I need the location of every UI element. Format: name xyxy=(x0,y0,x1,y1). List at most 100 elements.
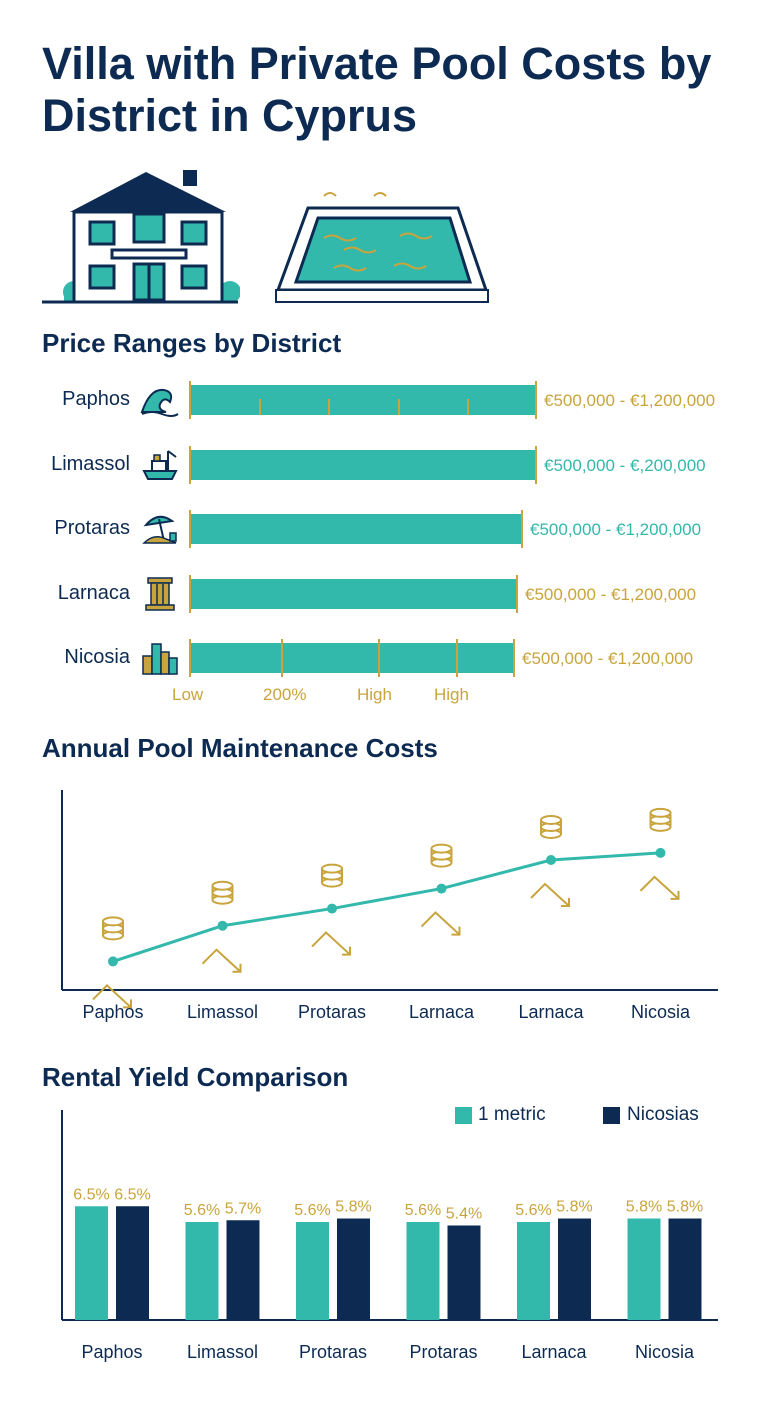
district-label: Larnaca xyxy=(57,581,130,604)
x-tick-label: Nicosia xyxy=(631,1002,691,1022)
yield-data-label: 5.8% xyxy=(667,1199,703,1216)
maintenance-line-chart: Paphos Limassol Protaras Larnaca Larnaca Nico… xyxy=(61,790,718,1022)
price-range-value: €500,000 - €1,200,000 xyxy=(544,391,716,410)
range-start-marker xyxy=(189,510,191,548)
scale-label: 200% xyxy=(263,685,307,704)
x-tick-label: Protaras xyxy=(299,1342,367,1362)
price-ranges-title: Price Ranges by District xyxy=(42,328,342,358)
range-tick-mark xyxy=(259,399,261,415)
yield-data-label: 5.8% xyxy=(335,1199,371,1216)
trend-arrow-icon xyxy=(92,984,132,1009)
maintenance-series-line xyxy=(112,851,661,963)
price-range-value: €500,000 - €1,200,000 xyxy=(522,649,694,668)
range-end-marker xyxy=(521,510,523,548)
yield-bar-series-1 xyxy=(185,1222,219,1320)
yield-data-label: 5.4% xyxy=(446,1206,482,1223)
coin-stack-icon xyxy=(430,843,453,868)
price-range-value: €500,000 - €1,200,000 xyxy=(530,520,702,539)
x-tick-label: Protaras xyxy=(298,1002,366,1022)
yield-bar-series-2 xyxy=(116,1206,149,1320)
ancient-column-icon xyxy=(145,576,175,611)
yield-bar-series-2 xyxy=(337,1218,370,1320)
range-end-marker xyxy=(535,381,537,419)
coin-stack-icon xyxy=(102,916,124,941)
maintenance-point xyxy=(327,903,337,914)
coin-stack-icon xyxy=(540,815,562,839)
range-start-marker xyxy=(189,574,191,613)
maintenance-point xyxy=(108,956,118,967)
yield-data-label: 5.8% xyxy=(626,1199,662,1216)
range-end-marker xyxy=(513,639,515,677)
yield-bar-series-2 xyxy=(558,1218,591,1320)
range-end-marker xyxy=(516,574,518,613)
yield-bar-series-2 xyxy=(668,1218,702,1320)
beach-umbrella-icon xyxy=(142,515,177,544)
scale-label: High xyxy=(434,685,469,704)
maintenance-point xyxy=(436,883,447,894)
scale-label: Low xyxy=(172,685,204,704)
yield-data-label: 5.6% xyxy=(405,1202,441,1219)
x-tick-label: Larnaca xyxy=(409,1002,475,1022)
trend-arrow-icon xyxy=(311,931,351,956)
legend-label-series-1: 1 metric xyxy=(478,1104,546,1125)
legend-swatch-series-2 xyxy=(603,1107,620,1124)
yield-data-label: 5.6% xyxy=(515,1202,551,1219)
x-tick-label: Limassol xyxy=(187,1342,258,1362)
yield-bar-series-1 xyxy=(296,1222,329,1320)
range-tick-mark xyxy=(467,399,469,415)
range-tick-mark xyxy=(456,639,458,677)
wave-icon xyxy=(140,388,179,417)
maintenance-point xyxy=(546,855,556,865)
scale-label: High xyxy=(357,685,392,704)
yield-bar-series-1 xyxy=(517,1222,550,1320)
x-tick-label: Nicosia xyxy=(635,1342,695,1362)
page-title: Villa with Private Pool Costs by Distric… xyxy=(42,38,712,141)
price-range-value: €500,000 - €1,200,000 xyxy=(525,584,697,604)
legend-swatch-series-1 xyxy=(455,1107,472,1124)
price-range-bar xyxy=(190,578,517,609)
x-tick-label: Paphos xyxy=(82,1002,143,1022)
port-ship-icon xyxy=(142,449,178,480)
range-start-marker xyxy=(189,381,191,419)
x-tick-label: Protaras xyxy=(409,1342,477,1362)
coin-stack-icon xyxy=(211,880,234,905)
rental-yield-title: Rental Yield Comparison xyxy=(42,1062,349,1092)
yield-bar-series-1 xyxy=(75,1206,108,1320)
yield-bar-series-2 xyxy=(226,1220,260,1320)
range-tick-mark xyxy=(398,399,400,415)
yield-bar-series-1 xyxy=(406,1222,440,1320)
yield-bar-series-2 xyxy=(447,1225,481,1320)
trend-arrow-icon xyxy=(530,882,570,907)
coin-stack-icon xyxy=(649,807,672,832)
price-range-bar xyxy=(190,643,514,673)
range-tick-mark xyxy=(378,639,380,677)
range-start-marker xyxy=(189,639,191,677)
range-start-marker xyxy=(189,445,191,484)
yield-data-label: 6.5% xyxy=(73,1186,109,1203)
district-label: Nicosia xyxy=(64,646,130,668)
yield-bar-series-1 xyxy=(627,1218,661,1320)
district-label: Protaras xyxy=(54,517,130,539)
yield-data-label: 5.6% xyxy=(184,1202,220,1219)
yield-data-label: 5.6% xyxy=(294,1202,330,1219)
x-tick-label: Paphos xyxy=(81,1342,142,1362)
price-range-bar xyxy=(190,449,536,480)
x-tick-label: Larnaca xyxy=(518,1002,584,1022)
trend-arrow-icon xyxy=(639,875,680,900)
yield-data-label: 6.5% xyxy=(114,1186,150,1203)
trend-arrow-icon xyxy=(201,948,242,973)
rental-yield-bar-chart: 6.5% 6.5% Paphos 5.6% 5.7% Limassol 5.6% 5.8% Pr… xyxy=(61,1110,718,1362)
range-tick-mark xyxy=(328,399,330,415)
range-end-marker xyxy=(535,445,537,484)
range-tick-mark xyxy=(281,639,283,677)
coin-stack-icon xyxy=(321,863,343,888)
price-range-bar xyxy=(190,385,536,415)
maintenance-point xyxy=(217,920,228,931)
yield-data-label: 5.7% xyxy=(225,1200,261,1217)
legend-label-series-2: Nicosias xyxy=(627,1104,699,1125)
yield-data-label: 5.8% xyxy=(556,1199,592,1216)
x-tick-label: Larnaca xyxy=(521,1342,587,1362)
city-skyline-icon xyxy=(142,643,178,675)
price-range-value: €500,000 - €,200,000 xyxy=(544,455,706,475)
maintenance-title: Annual Pool Maintenance Costs xyxy=(42,733,438,763)
